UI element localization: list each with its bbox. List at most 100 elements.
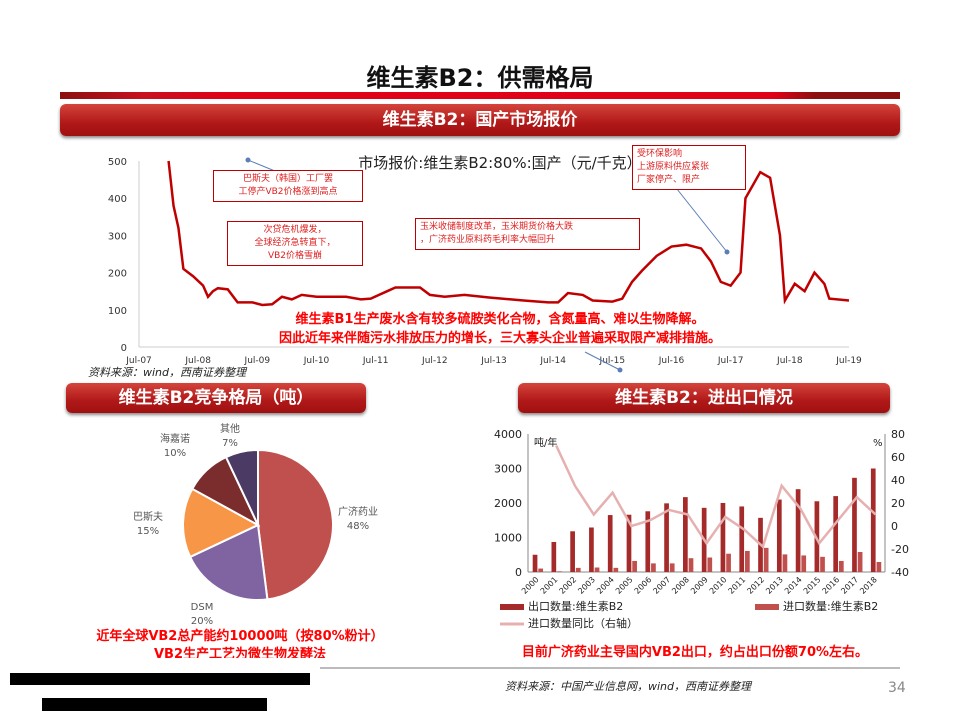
pie-value-label: 48%	[347, 521, 369, 532]
export-bar	[739, 506, 745, 572]
note-line: 工停产VB2价格涨到高点	[238, 187, 338, 197]
legend-label: 进口数量:维生素B2	[783, 599, 878, 613]
note-basf: 巴斯夫（韩国）工厂罢 工停产VB2价格涨到高点	[213, 170, 363, 202]
import-bar	[669, 563, 675, 572]
import-bar	[838, 560, 844, 572]
x-tick-label: Jul-17	[717, 356, 744, 366]
page-number: 34	[888, 680, 906, 696]
import-bar	[651, 563, 656, 572]
import-bar	[632, 560, 637, 572]
export-bar	[645, 511, 651, 572]
redacted-bar	[10, 673, 310, 685]
left-tick-label: 3000	[494, 463, 522, 476]
note-line: ，广济药业原料药毛利率大幅回升	[420, 235, 556, 245]
trade-bar-chart: 0 1000 2000 3000 4000 -40 -20 0 20 40 60 80 吨/年 % 2000…	[494, 428, 909, 630]
export-bar	[683, 497, 688, 572]
trade-source: 资料来源：中国产业信息网，wind，西南证券整理	[505, 680, 752, 693]
yoy-series-line	[555, 444, 877, 549]
x-tick-label: 2016	[821, 575, 842, 596]
export-bar	[664, 503, 669, 572]
x-tick-label: 2012	[745, 575, 766, 596]
x-tick-label: 2005	[614, 575, 635, 596]
note-line: 受环保影响	[637, 149, 683, 159]
y-tick-label: 500	[108, 157, 127, 168]
x-tick-label: 2001	[539, 575, 560, 596]
y-tick-label: 400	[108, 194, 127, 205]
export-bar	[589, 527, 594, 572]
price-source: 资料来源：wind，西南证券整理	[88, 366, 247, 379]
pie-slice	[182, 487, 261, 559]
competition-pie-chart: 广济药业 48% DSM 20% 巴斯夫 15% 海嘉诺 10% 其他 7%	[133, 422, 378, 627]
x-tick-label: 2017	[839, 575, 860, 596]
left-tick-label: 4000	[494, 428, 522, 441]
legend-label: 出口数量:维生素B2	[528, 599, 623, 613]
import-bar	[820, 556, 825, 572]
x-tick-label: Jul-07	[125, 356, 152, 366]
callout-line: 近年全球VB2总产能约10000吨（按80%粉计）	[96, 629, 384, 644]
annotation-arrow	[584, 351, 621, 371]
x-tick-label: Jul-08	[184, 356, 211, 366]
export-bar	[870, 468, 876, 572]
y-tick-label: 300	[108, 231, 127, 242]
export-bar	[720, 503, 726, 572]
pie-slice	[188, 523, 269, 601]
note-corn: 玉米收储制度改革，玉米期货价格大跌 ，广济药业原料药毛利率大幅回升	[415, 218, 640, 250]
note-line: 厂家停产、限产	[637, 175, 701, 185]
note-environment: 受环保影响 上游原料供应紧张 厂家停产、限产	[632, 145, 746, 190]
x-tick-label: Jul-09	[244, 356, 271, 366]
import-bar	[745, 550, 750, 572]
arrow-head-icon	[724, 249, 730, 255]
right-tick-label: 0	[891, 520, 898, 533]
callout-line: VB2生产工艺为微生物发酵法	[153, 647, 326, 658]
y-tick-label: 100	[108, 306, 127, 317]
legend-swatch	[755, 604, 779, 610]
export-bar	[776, 499, 782, 572]
x-tick-label: 2003	[576, 575, 597, 596]
import-bar	[763, 547, 769, 572]
x-tick-label: 2014	[783, 575, 804, 596]
x-tick-label: Jul-18	[776, 356, 803, 366]
x-tick-label: 2002	[558, 575, 579, 596]
x-tick-label: 2007	[651, 575, 672, 596]
note-line: 次贷危机爆发，	[263, 225, 327, 235]
right-tick-label: -40	[891, 566, 909, 579]
x-tick-label: 2004	[595, 575, 616, 596]
x-tick-label: Jul-10	[303, 356, 330, 366]
annotation-arrow	[672, 183, 728, 253]
note-crisis: 次贷危机爆发， 全球经济急转直下， VB2价格雪崩	[227, 221, 363, 266]
price-section-banner: 维生素B2：国产市场报价	[60, 104, 900, 136]
x-tick-label: Jul-19	[835, 356, 862, 366]
x-tick-label: 2010	[708, 575, 729, 596]
right-tick-label: 40	[891, 474, 905, 487]
import-bar	[857, 551, 863, 572]
pie-slice	[224, 448, 259, 526]
trade-section-banner: 维生素B2：进出口情况	[518, 383, 890, 413]
import-bar	[782, 554, 788, 572]
import-bar	[557, 571, 562, 572]
pie-category-label: 巴斯夫	[133, 510, 163, 523]
note-line: 全球经济急转直下，	[254, 238, 336, 248]
import-bar	[575, 567, 581, 572]
import-bar	[726, 553, 731, 572]
pie-callout: 近年全球VB2总产能约10000吨（按80%粉计） VB2生产工艺为微生物发酵法	[60, 628, 420, 658]
pie-category-label: 海嘉诺	[160, 432, 190, 445]
pie-value-label: 10%	[164, 448, 186, 459]
right-tick-label: 20	[891, 497, 905, 510]
trade-callout: 目前广济药业主导国内VB2出口，约占出口份额70%左右。	[521, 645, 869, 660]
right-tick-label: 60	[891, 451, 905, 464]
left-tick-label: 0	[515, 566, 522, 579]
x-tick-label: 2018	[858, 575, 879, 596]
arrow-head-icon	[617, 367, 623, 373]
right-axis-unit: %	[873, 438, 883, 449]
import-bar	[801, 555, 807, 572]
pie-slice	[257, 448, 334, 601]
pie-category-label: DSM	[191, 602, 214, 613]
x-tick-label: Jul-16	[658, 356, 685, 366]
x-tick-label: Jul-13	[480, 356, 507, 366]
x-tick-label: 2006	[633, 575, 654, 596]
import-bar	[707, 557, 713, 572]
export-bar	[607, 515, 613, 572]
x-tick-label: 2015	[802, 575, 823, 596]
left-tick-label: 2000	[494, 497, 522, 510]
